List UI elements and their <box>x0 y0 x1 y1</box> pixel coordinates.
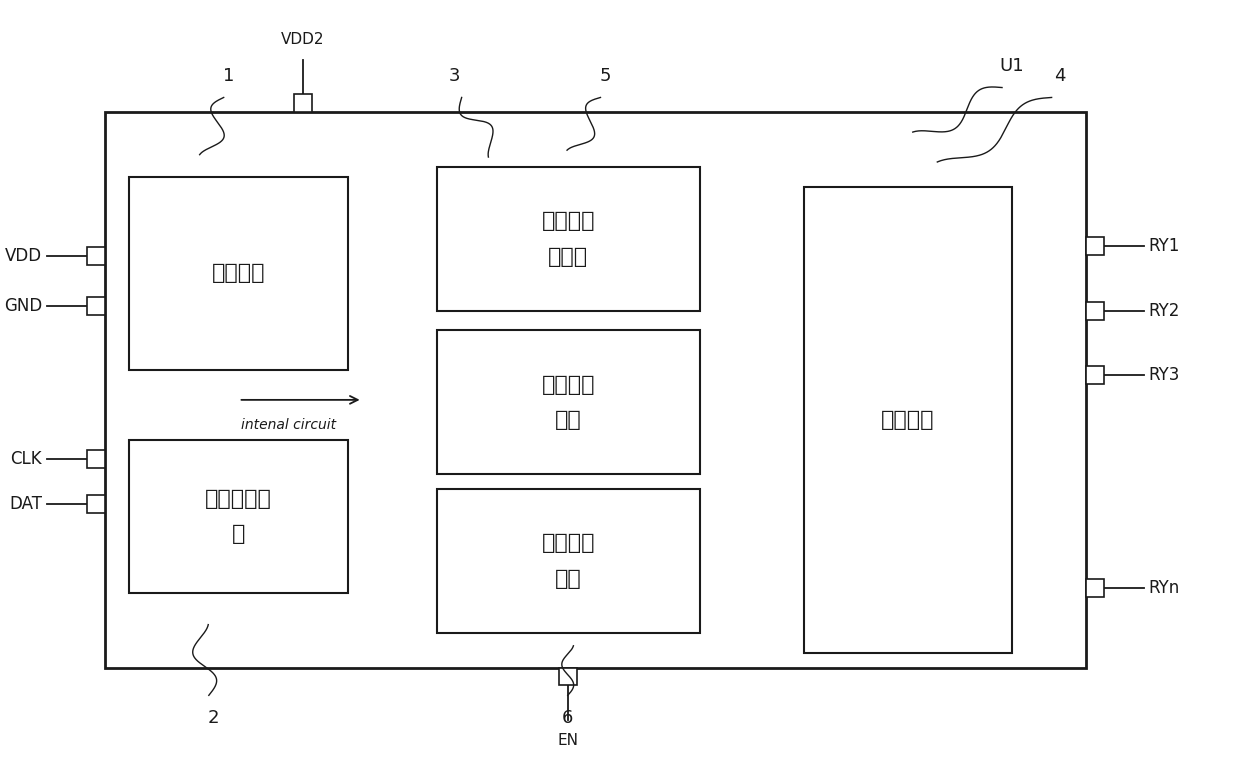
Text: 6: 6 <box>562 709 573 727</box>
Text: RY3: RY3 <box>1148 366 1180 384</box>
Text: 1: 1 <box>223 66 234 85</box>
Bar <box>294 95 312 112</box>
Bar <box>436 330 699 474</box>
Text: 驱动模块: 驱动模块 <box>882 410 935 430</box>
Text: 2: 2 <box>208 709 219 727</box>
Bar <box>87 247 104 265</box>
Text: U1: U1 <box>999 57 1024 75</box>
Bar <box>559 668 577 685</box>
Text: 块: 块 <box>232 524 246 544</box>
Text: 4: 4 <box>1054 66 1065 85</box>
Text: 5: 5 <box>600 66 611 85</box>
Bar <box>87 296 104 315</box>
Text: intenal circuit: intenal circuit <box>241 417 336 432</box>
Bar <box>1086 579 1104 598</box>
Bar <box>436 489 699 633</box>
Text: CLK: CLK <box>11 450 42 468</box>
Bar <box>87 450 104 468</box>
Text: GND: GND <box>4 296 42 315</box>
Text: 稳压模块: 稳压模块 <box>212 263 265 283</box>
Bar <box>1086 367 1104 384</box>
Text: 逻辑控制: 逻辑控制 <box>542 374 595 394</box>
Bar <box>1086 302 1104 320</box>
Text: 串并转换模: 串并转换模 <box>205 488 272 508</box>
Bar <box>129 177 347 370</box>
Text: RYn: RYn <box>1148 579 1180 598</box>
Text: 3: 3 <box>449 66 460 85</box>
Text: VDD2: VDD2 <box>281 32 325 47</box>
Bar <box>104 112 1086 668</box>
Bar <box>804 186 1012 653</box>
Bar <box>129 440 347 593</box>
Text: 模块: 模块 <box>554 410 582 430</box>
Text: EN: EN <box>557 733 578 748</box>
Text: 蜂鸣器驱: 蜂鸣器驱 <box>542 211 595 231</box>
Text: RY2: RY2 <box>1148 302 1180 320</box>
Text: 模块: 模块 <box>554 569 582 589</box>
Bar <box>436 167 699 310</box>
Bar <box>87 495 104 513</box>
Text: 检测保护: 检测保护 <box>542 533 595 553</box>
Bar <box>1086 237 1104 255</box>
Text: 动模块: 动模块 <box>548 246 588 266</box>
Text: RY1: RY1 <box>1148 237 1180 255</box>
Text: VDD: VDD <box>5 247 42 265</box>
Text: DAT: DAT <box>9 495 42 513</box>
